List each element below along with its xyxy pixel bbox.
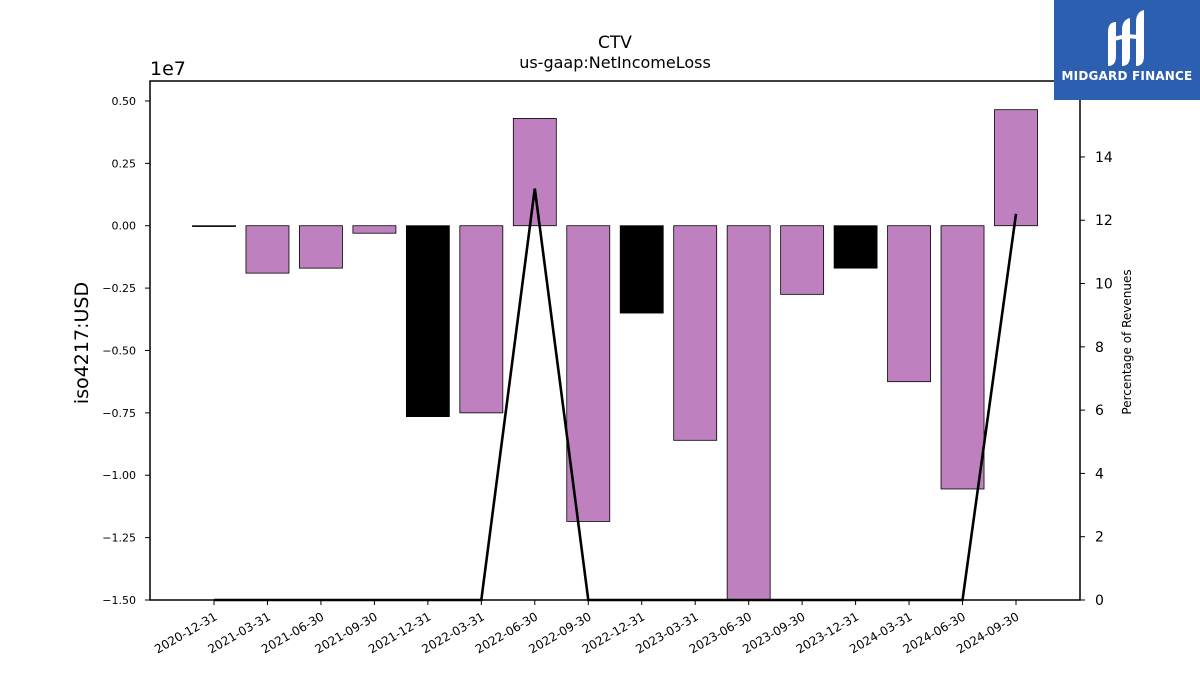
bar-2021-03-31 bbox=[245, 225, 290, 274]
bars-group bbox=[192, 109, 1038, 601]
x-ticks: 2020-12-312021-03-312021-06-302021-09-30… bbox=[152, 600, 1022, 656]
bar-2022-12-31 bbox=[619, 225, 664, 314]
y2-tick-label: 10 bbox=[1095, 277, 1113, 293]
bar-2022-03-31 bbox=[459, 225, 504, 414]
bar-2023-09-30 bbox=[780, 225, 825, 295]
y2-tick-label: 8 bbox=[1095, 340, 1104, 356]
y-tick-label: −1.25 bbox=[102, 532, 136, 545]
bar-2024-03-31 bbox=[887, 225, 931, 383]
plot-frame bbox=[149, 80, 1081, 601]
y-tick-label: −1.50 bbox=[102, 594, 136, 607]
y2-axis-label: Percentage of Revenues bbox=[1120, 269, 1134, 414]
chart-subtitle: us-gaap:NetIncomeLoss bbox=[519, 53, 711, 72]
bar-2023-12-31 bbox=[833, 225, 878, 269]
y-tick-label: 0.25 bbox=[112, 157, 137, 170]
bar-2022-09-30 bbox=[566, 225, 611, 522]
y2-tick-label: 4 bbox=[1095, 466, 1104, 482]
bar-2021-09-30 bbox=[352, 225, 397, 234]
brand-logo: MIDGARD FINANCE bbox=[1054, 0, 1200, 100]
y2-tick-label: 12 bbox=[1095, 213, 1113, 229]
bar-2022-06-30 bbox=[512, 118, 557, 227]
y-tick-label: −0.75 bbox=[102, 407, 136, 420]
offset-label: 1e7 bbox=[150, 58, 186, 80]
logo-text: MIDGARD FINANCE bbox=[1061, 69, 1193, 83]
y2-tick-label: 0 bbox=[1095, 593, 1104, 609]
bar-2021-12-31 bbox=[405, 225, 450, 418]
y-tick-label: −1.00 bbox=[102, 469, 136, 482]
y-tick-label: −0.25 bbox=[102, 282, 136, 295]
y2-tick-label: 6 bbox=[1095, 403, 1104, 419]
logo-mark-icon bbox=[1108, 10, 1144, 66]
y-axis-label: iso4217:USD bbox=[71, 282, 93, 404]
bar-2023-06-30 bbox=[726, 225, 771, 601]
y-tick-label: 0.00 bbox=[112, 220, 137, 233]
bar-2023-03-31 bbox=[673, 225, 718, 441]
y-tick-label: 0.50 bbox=[112, 95, 137, 108]
bar-2021-06-30 bbox=[299, 225, 343, 269]
y2-tick-label: 2 bbox=[1095, 530, 1104, 546]
bar-2020-12-31 bbox=[192, 225, 236, 227]
y2-ticks: 0 2 4 6 8 10 12 14 bbox=[1080, 150, 1113, 609]
chart-title: CTV bbox=[598, 33, 632, 53]
y-ticks: 0.50 0.25 0.00 −0.25 −0.50 −0.75 −1.00 −1.25 −1.… bbox=[102, 95, 150, 607]
bar-2024-06-30 bbox=[940, 225, 985, 490]
bar-2024-09-30 bbox=[994, 109, 1038, 227]
y-tick-label: −0.50 bbox=[102, 344, 136, 357]
y2-tick-label: 14 bbox=[1095, 150, 1113, 166]
